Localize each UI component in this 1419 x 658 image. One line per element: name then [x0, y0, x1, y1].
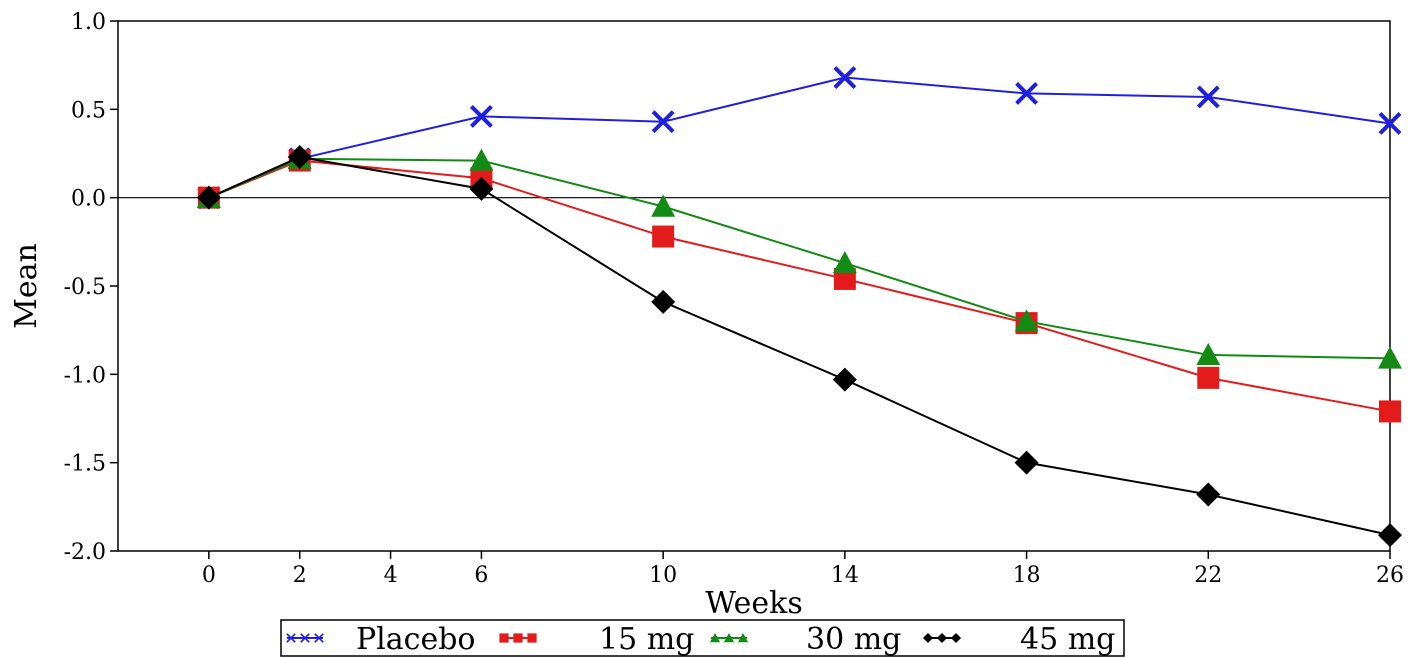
x-tick-label: 10	[649, 563, 677, 588]
15mg-marker	[652, 225, 675, 248]
series-15-mg	[197, 149, 1401, 423]
series-30-mg	[196, 146, 1402, 369]
plot-area-frame	[117, 20, 1391, 552]
placebo-marker	[833, 66, 857, 89]
45mg-marker	[936, 632, 948, 644]
legend-label: 30 mg	[806, 622, 901, 657]
15mg-marker	[527, 633, 537, 643]
15mg-marker	[1197, 366, 1220, 389]
45mg-marker	[922, 632, 934, 644]
y-tick-label: -1.5	[64, 452, 106, 477]
15mg-marker	[499, 633, 509, 643]
legend-item-15-mg: 15 mg	[499, 622, 694, 657]
placebo-marker	[300, 633, 310, 643]
placebo-marker	[1196, 85, 1220, 109]
series-line	[208, 157, 1391, 360]
30mg-marker	[709, 632, 721, 643]
marker-stroke	[314, 633, 324, 643]
legend-item-placebo: Placebo	[286, 622, 476, 657]
45mg-marker	[1196, 482, 1221, 507]
marker-stroke	[833, 66, 857, 89]
marker-stroke	[1015, 82, 1038, 105]
30mg-marker	[1378, 346, 1402, 369]
marker-stroke	[651, 110, 675, 134]
15mg-marker	[1379, 400, 1401, 423]
marker-stroke	[1196, 85, 1220, 109]
series-line	[208, 155, 1391, 537]
y-tick-label: -0.5	[64, 275, 106, 300]
legend-item-30-mg: 30 mg	[709, 622, 901, 657]
30mg-marker	[651, 194, 676, 217]
series-line	[208, 76, 1391, 199]
y-tick-label: 1.0	[71, 10, 106, 35]
x-tick-label: 26	[1376, 563, 1404, 588]
placebo-marker	[1015, 82, 1038, 105]
marker-stroke	[1378, 112, 1402, 135]
placebo-marker	[286, 633, 296, 643]
marker-stroke	[470, 104, 493, 128]
x-tick-label: 4	[384, 563, 398, 588]
series-layer	[196, 66, 1402, 548]
legend-label: Placebo	[356, 622, 476, 657]
y-tick-label: 0.0	[71, 187, 106, 212]
15mg-marker	[513, 633, 523, 643]
legend-box	[280, 619, 1125, 657]
marker-stroke	[286, 633, 296, 643]
15mg-marker	[833, 267, 856, 290]
x-axis-title: Weeks	[705, 586, 802, 621]
legend: Placebo 15 mg 30 mg 45 mg	[286, 622, 1115, 657]
y-axis-title: Mean	[9, 243, 44, 329]
placebo-marker	[314, 633, 324, 643]
x-tick-label: 6	[474, 563, 488, 588]
x-axis-ticks: 0 2 4 6 10 14 18 22 26	[202, 551, 1404, 588]
legend-label: 45 mg	[1020, 622, 1115, 657]
30mg-marker	[1196, 342, 1221, 366]
45mg-marker	[1014, 450, 1039, 475]
30mg-marker	[832, 251, 857, 274]
45mg-marker	[469, 176, 494, 201]
45mg-marker	[651, 289, 676, 314]
series-placebo	[197, 66, 1402, 210]
30mg-marker	[723, 632, 735, 643]
x-tick-label: 14	[831, 563, 859, 588]
y-axis-ticks: 1.0 0.5 0.0 -0.5 -1.0 -1.5 -2.0	[64, 10, 118, 565]
placebo-marker	[1378, 112, 1402, 135]
x-tick-label: 22	[1194, 563, 1222, 588]
45mg-marker	[287, 145, 312, 170]
45mg-marker	[950, 632, 962, 644]
45mg-marker	[1378, 523, 1402, 548]
y-tick-label: -2.0	[64, 540, 106, 565]
x-tick-label: 2	[293, 563, 307, 588]
series-45-mg	[196, 145, 1402, 548]
x-tick-label: 18	[1013, 563, 1041, 588]
series-line	[208, 159, 1391, 413]
45mg-marker	[196, 185, 221, 210]
45mg-marker	[832, 367, 857, 392]
legend-item-45-mg: 45 mg	[922, 622, 1115, 657]
30mg-marker	[1014, 309, 1039, 332]
30mg-marker	[737, 632, 749, 643]
legend-label: 15 mg	[599, 622, 694, 657]
y-tick-label: 0.5	[71, 98, 106, 123]
x-tick-label: 0	[202, 563, 216, 588]
placebo-marker	[651, 110, 675, 134]
y-tick-label: -1.0	[64, 363, 106, 388]
marker-stroke	[300, 633, 310, 643]
30mg-marker	[469, 148, 494, 171]
placebo-marker	[470, 104, 493, 128]
